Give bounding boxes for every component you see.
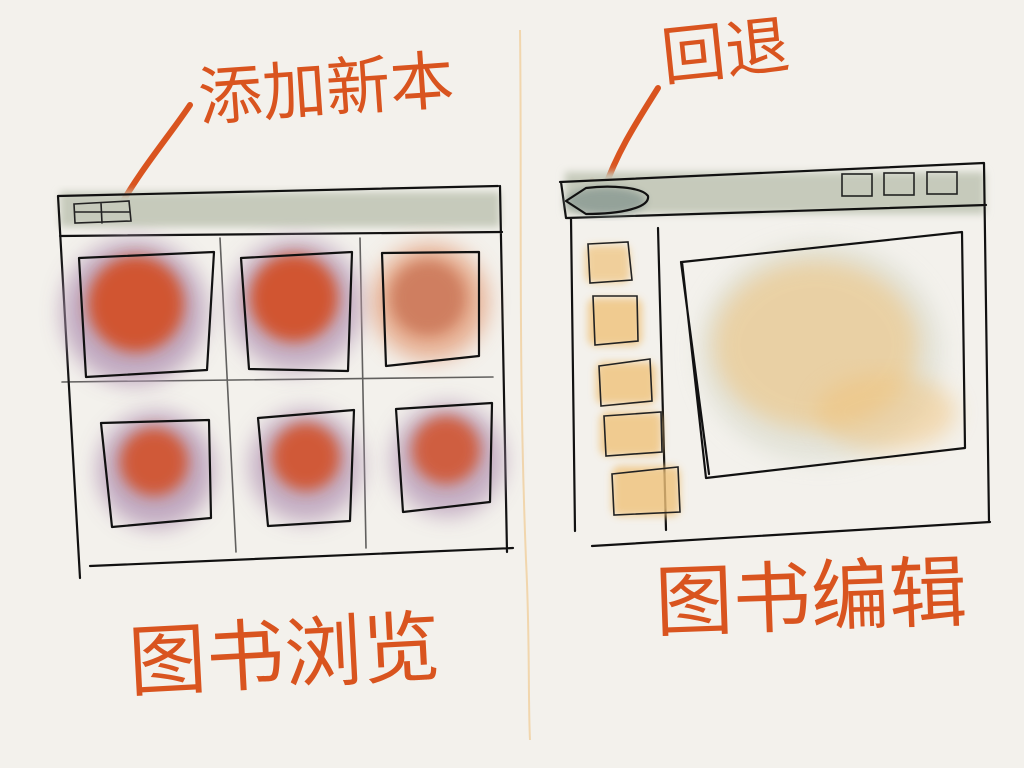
book-thumbnail[interactable] bbox=[250, 408, 362, 528]
add-book-button[interactable] bbox=[73, 200, 132, 224]
window-control-box-icon[interactable] bbox=[926, 171, 958, 195]
editing-canvas[interactable] bbox=[679, 230, 967, 480]
page-thumbnail[interactable] bbox=[596, 358, 656, 407]
annotation-add-new: 添加新本 bbox=[196, 44, 457, 136]
window-control-box-icon[interactable] bbox=[841, 173, 873, 197]
page-thumbnail[interactable] bbox=[611, 466, 681, 516]
browse-toolbar-wash bbox=[60, 192, 500, 227]
edit-sketch: 回退 bbox=[558, 9, 992, 649]
book-thumbnail[interactable] bbox=[62, 240, 216, 384]
book-thumbnail[interactable] bbox=[98, 412, 214, 529]
window-control-box-icon[interactable] bbox=[883, 172, 915, 196]
annotation-back: 回退 bbox=[658, 9, 793, 96]
book-thumbnail[interactable] bbox=[230, 239, 362, 373]
caption-edit: 图书编辑 bbox=[654, 548, 969, 649]
page-thumbnail[interactable] bbox=[585, 241, 633, 284]
page-thumbnail[interactable] bbox=[588, 295, 642, 346]
back-button[interactable] bbox=[564, 185, 650, 216]
browse-window bbox=[56, 184, 515, 580]
caption-browse: 图书浏览 bbox=[126, 603, 442, 709]
page-divider bbox=[519, 29, 531, 741]
window-controls bbox=[841, 171, 958, 197]
edit-window bbox=[558, 161, 992, 548]
page-thumbnail[interactable] bbox=[600, 411, 663, 457]
book-thumbnail[interactable] bbox=[372, 244, 488, 368]
book-thumbnail[interactable] bbox=[392, 401, 504, 516]
browse-sketch: 添加新本 bbox=[56, 44, 515, 709]
